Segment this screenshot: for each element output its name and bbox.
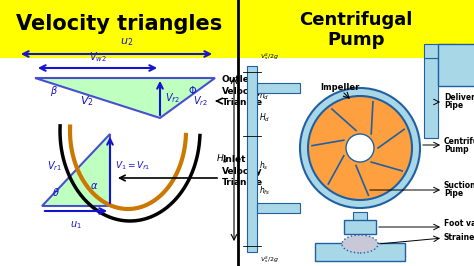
Ellipse shape	[342, 235, 378, 253]
Text: $V_{r1}$: $V_{r1}$	[47, 159, 62, 173]
Text: $H_d$: $H_d$	[259, 112, 270, 124]
Text: Delivery: Delivery	[444, 94, 474, 102]
Text: Pipe: Pipe	[444, 102, 463, 110]
Text: $h_s$: $h_s$	[259, 160, 268, 172]
Text: $\Phi$: $\Phi$	[188, 84, 197, 96]
Text: $V_s^2/2g$: $V_s^2/2g$	[260, 254, 279, 265]
Text: $\beta$: $\beta$	[50, 84, 58, 98]
Text: Velocity triangles: Velocity triangles	[16, 14, 222, 34]
Bar	[257, 83, 300, 93]
Polygon shape	[42, 134, 110, 206]
Polygon shape	[35, 78, 215, 118]
Text: Outlet
Velocity
Triangle: Outlet Velocity Triangle	[222, 75, 263, 107]
Text: Pump: Pump	[444, 144, 469, 153]
Bar	[247, 66, 257, 252]
Text: $H_g$: $H_g$	[216, 152, 228, 165]
Text: Centrifugal: Centrifugal	[444, 136, 474, 146]
Text: Suction: Suction	[444, 181, 474, 190]
Bar	[0, 58, 238, 266]
Bar	[424, 44, 456, 58]
Text: Pipe: Pipe	[444, 189, 463, 198]
Bar	[424, 58, 438, 138]
Bar	[344, 220, 376, 234]
Bar	[315, 243, 405, 261]
Text: $V_{w2}$: $V_{w2}$	[89, 50, 106, 64]
Bar	[238, 58, 474, 266]
Text: Impeller: Impeller	[320, 84, 360, 93]
Text: $u_2$: $u_2$	[120, 36, 133, 48]
Text: $\alpha$: $\alpha$	[90, 181, 98, 191]
Circle shape	[300, 88, 420, 208]
Text: Strainer: Strainer	[444, 234, 474, 243]
Text: Centrifugal
Pump: Centrifugal Pump	[299, 11, 413, 49]
Text: Foot valve: Foot valve	[444, 219, 474, 228]
Bar	[438, 44, 474, 86]
Text: $h_{fs}$: $h_{fs}$	[259, 185, 270, 197]
Text: $V_{f2}$: $V_{f2}$	[165, 91, 180, 105]
Circle shape	[346, 134, 374, 162]
Bar	[353, 212, 367, 222]
Text: $\theta$: $\theta$	[52, 186, 60, 198]
Text: $h_d$: $h_d$	[259, 90, 269, 102]
Circle shape	[308, 96, 412, 200]
Text: $V_2$: $V_2$	[80, 94, 94, 108]
Text: $u_1$: $u_1$	[70, 219, 82, 231]
Text: $V_s^2/2g$: $V_s^2/2g$	[260, 51, 279, 62]
Text: Tank: Tank	[444, 55, 464, 64]
Text: Inlet
Velocity
Triangle: Inlet Velocity Triangle	[222, 155, 263, 187]
Text: $V_1 = V_{f1}$: $V_1 = V_{f1}$	[115, 160, 150, 172]
Text: Delivery: Delivery	[444, 47, 474, 56]
Bar	[257, 203, 300, 213]
Text: $V_{r2}$: $V_{r2}$	[193, 94, 208, 108]
